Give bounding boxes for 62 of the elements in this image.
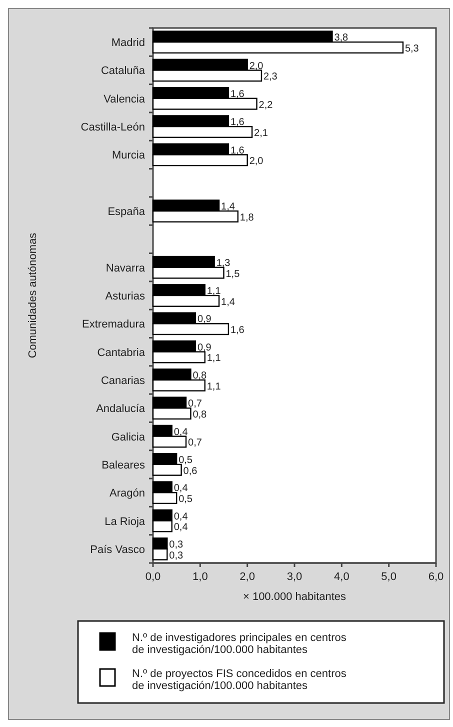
data-label: 1,5 <box>226 268 240 280</box>
y-tick-label: Murcia <box>112 150 146 162</box>
data-label: 1,1 <box>206 381 222 392</box>
y-tick-label: Cantabria <box>97 346 146 359</box>
data-label: 0,4 <box>174 522 188 534</box>
data-label: 1,6 <box>230 88 245 100</box>
x-tick-label: 1,0 <box>192 571 208 583</box>
legend-label: N.º de proyectos FIS concedidos en centros de investigación/100.000 habitantes <box>132 668 347 692</box>
y-tick-label: Andalucía <box>96 403 146 416</box>
data-label: 1,3 <box>216 258 231 269</box>
x-axis-title: × 100.000 habitantes <box>242 591 347 603</box>
y-tick-label: Extremadura <box>82 318 146 331</box>
data-label: 0,5 <box>178 455 193 466</box>
y-tick-label: Baleares <box>102 459 146 472</box>
data-label: 1,8 <box>240 212 254 224</box>
data-label: 5,3 <box>404 43 420 54</box>
data-label: 2,0 <box>249 156 264 168</box>
y-tick-label: Valencia <box>104 93 146 106</box>
x-tick-label: 6,0 <box>428 571 444 583</box>
data-label: 0,5 <box>178 494 193 506</box>
y-tick-label: Navarra <box>106 262 146 274</box>
y-tick-label: Madrid <box>111 37 145 50</box>
y-tick-label: Canarias <box>100 374 146 387</box>
y-tick-label: Asturias <box>105 290 146 302</box>
data-label: 1,6 <box>230 325 245 336</box>
y-tick-label: Cataluña <box>100 65 146 78</box>
y-tick-label: Aragón <box>110 488 145 500</box>
data-label: 2,3 <box>263 72 278 83</box>
x-tick-label: 2,0 <box>240 571 255 583</box>
data-label: 1,4 <box>221 202 236 213</box>
data-label: 0,9 <box>197 342 212 354</box>
data-label: 1,4 <box>221 296 236 308</box>
data-label: 2,0 <box>249 60 264 72</box>
y-tick-label: La Rioja <box>104 516 146 528</box>
data-label: 0,9 <box>197 314 212 326</box>
data-label: 0,7 <box>188 398 202 410</box>
x-tick-label: 4,0 <box>334 571 350 583</box>
data-label: 0,8 <box>192 370 208 382</box>
data-label: 0,6 <box>183 466 198 477</box>
data-label: 0,4 <box>174 426 188 438</box>
data-label: 0,8 <box>192 410 208 421</box>
y-tick-label: España <box>108 206 146 218</box>
data-label: 1,1 <box>206 286 222 298</box>
x-tick-label: 3,0 <box>286 571 302 583</box>
y-tick-label: País Vasco <box>90 544 145 556</box>
data-label: 0,3 <box>169 550 184 562</box>
data-label: 0,4 <box>174 483 188 494</box>
data-label: 1,6 <box>230 145 245 156</box>
x-tick-label: 5,0 <box>381 571 396 583</box>
data-label: 0,3 <box>169 540 184 551</box>
y-tick-label: Galicia <box>111 431 146 444</box>
legend-label: N.º de investigadores principales en centros de investigación/100.000 habitantes <box>132 632 347 656</box>
x-tick-label: 0,0 <box>145 571 161 583</box>
data-label: 3,8 <box>334 32 349 44</box>
data-label: 0,7 <box>188 438 202 449</box>
data-label: 0,4 <box>174 511 188 522</box>
data-label: 2,2 <box>258 100 274 111</box>
data-label: 2,1 <box>254 128 268 139</box>
y-axis-title: Comunidades autónomas <box>27 232 39 358</box>
y-tick-label: Castilla-León <box>80 122 145 134</box>
data-label: 1,1 <box>206 353 222 364</box>
data-label: 1,6 <box>230 117 245 128</box>
